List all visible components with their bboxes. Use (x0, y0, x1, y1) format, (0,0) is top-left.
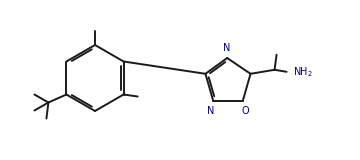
Text: NH$_2$: NH$_2$ (293, 65, 312, 79)
Text: N: N (207, 106, 214, 116)
Text: O: O (242, 106, 249, 116)
Text: N: N (224, 43, 231, 53)
